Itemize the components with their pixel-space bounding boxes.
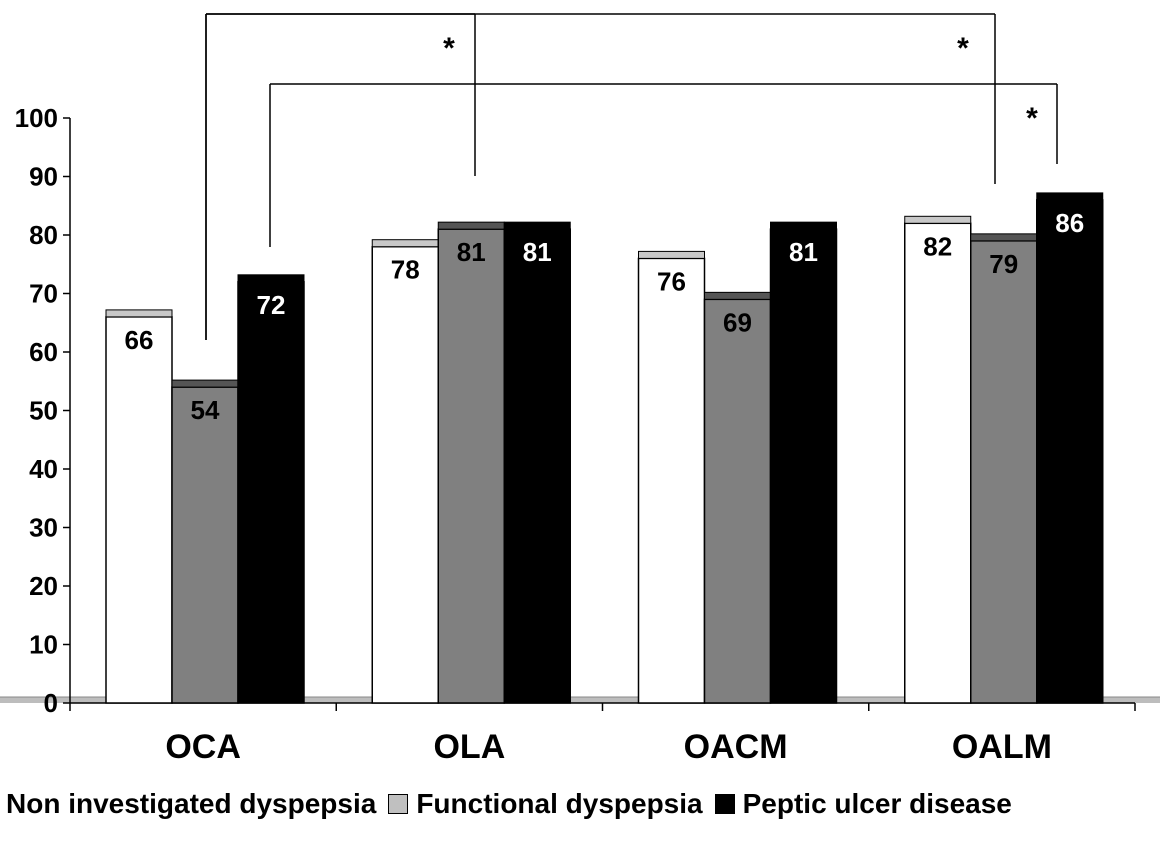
bar: [1036, 199, 1104, 704]
bar-cap: [105, 309, 173, 318]
bar-cap: [970, 233, 1038, 242]
y-tick-label: 10: [29, 630, 58, 660]
bar: [171, 386, 239, 704]
data-label: 81: [457, 237, 486, 267]
data-label: 86: [1055, 208, 1084, 238]
bar-cap: [1036, 192, 1104, 201]
bar: [503, 228, 571, 704]
bar-cap: [371, 239, 439, 248]
data-label: 72: [257, 290, 286, 320]
legend-label-non-investigated: Non investigated dyspepsia: [6, 788, 377, 819]
legend: Non investigated dyspepsia Functional dy…: [0, 784, 1160, 824]
x-tick-label: OLA: [433, 728, 505, 766]
bar-cap: [904, 215, 972, 224]
legend-item-functional: Functional dyspepsia: [388, 788, 703, 820]
y-tick-label: 90: [29, 162, 58, 192]
x-tick-label: OALM: [952, 728, 1052, 766]
legend-label-functional: Functional dyspepsia: [416, 788, 703, 819]
bar: [437, 228, 505, 704]
y-tick-label: 80: [29, 220, 58, 250]
bar: [237, 281, 305, 704]
bar: [371, 245, 439, 704]
bar: [769, 228, 838, 704]
floor-band: [0, 697, 1160, 703]
bar-cap: [503, 221, 571, 230]
data-label: 54: [191, 395, 220, 425]
bar: [637, 257, 706, 704]
bar-cap: [237, 274, 305, 283]
y-tick-label: 20: [29, 571, 58, 601]
legend-label-peptic: Peptic ulcer disease: [742, 788, 1012, 819]
y-tick-label: 0: [44, 688, 58, 718]
bar-cap: [770, 221, 837, 230]
y-tick-label: 60: [29, 337, 58, 367]
bar-cap: [638, 250, 705, 259]
data-label: 76: [657, 266, 686, 296]
significance-star: *: [443, 32, 455, 65]
y-tick-label: 70: [29, 279, 58, 309]
significance-star: *: [1026, 102, 1038, 135]
bar: [703, 298, 772, 704]
legend-swatch-functional: [388, 794, 409, 814]
data-label: 81: [523, 237, 552, 267]
significance-star: *: [957, 32, 969, 65]
x-tick-label: OACM: [684, 728, 788, 766]
bar-cap: [437, 221, 505, 230]
y-tick-label: 50: [29, 396, 58, 426]
data-label: 79: [989, 249, 1018, 279]
y-tick-label: 30: [29, 513, 58, 543]
bar-cap: [704, 291, 771, 300]
y-tick-label: 40: [29, 454, 58, 484]
legend-swatch-peptic: [714, 794, 735, 814]
x-tick-label: OCA: [165, 728, 241, 766]
data-label: 66: [125, 325, 154, 355]
legend-item-peptic: Peptic ulcer disease: [714, 788, 1012, 820]
y-tick-label: 100: [15, 103, 58, 133]
bar: [105, 316, 173, 704]
data-label: 78: [391, 255, 420, 285]
data-label: 81: [789, 237, 818, 267]
data-label: 82: [923, 231, 952, 261]
bar-cap: [171, 379, 239, 388]
legend-item-non-investigated: Non investigated dyspepsia: [6, 788, 376, 820]
data-label: 69: [723, 307, 752, 337]
bar: [904, 222, 972, 704]
bar: [970, 240, 1038, 704]
